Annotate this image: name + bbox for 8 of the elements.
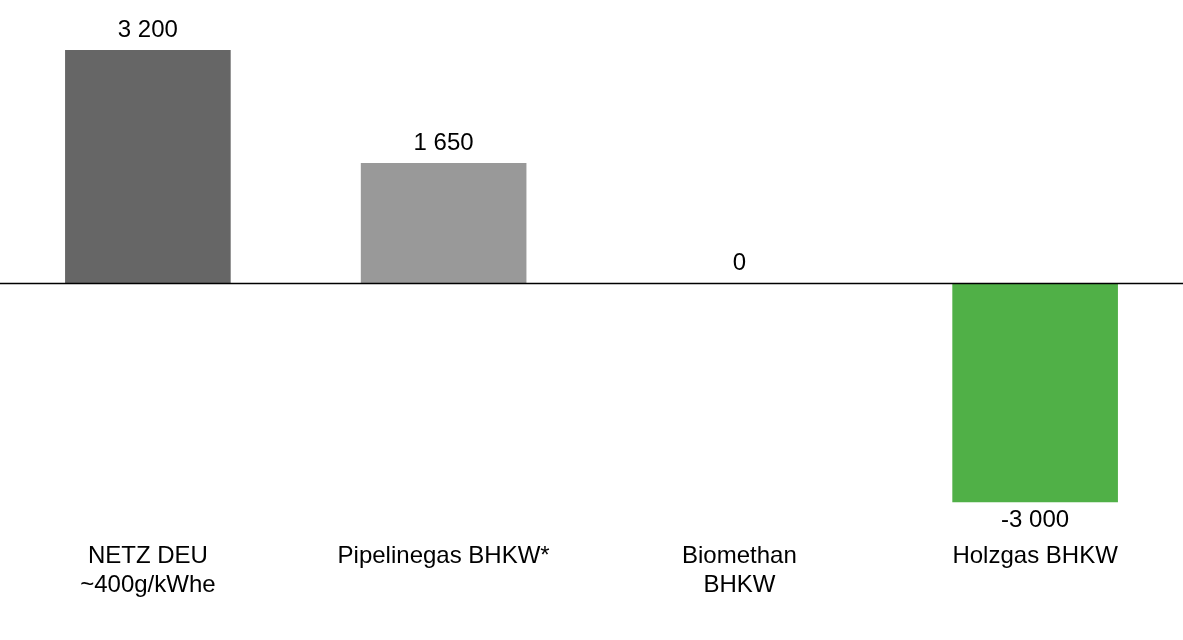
data-label: 0 — [732, 248, 747, 276]
data-label: 1 650 — [413, 127, 474, 155]
data-label: 3 200 — [117, 14, 178, 42]
data-label: -3 000 — [1001, 505, 1070, 533]
x-tick-label: Pipelinegas BHKW* — [337, 541, 550, 569]
x-tick-label: Biomethan BHKW — [682, 541, 797, 598]
x-tick-label: Holzgas BHKW — [952, 541, 1119, 569]
x-tick-label: NETZ DEU ~400g/kWhe — [80, 541, 216, 598]
